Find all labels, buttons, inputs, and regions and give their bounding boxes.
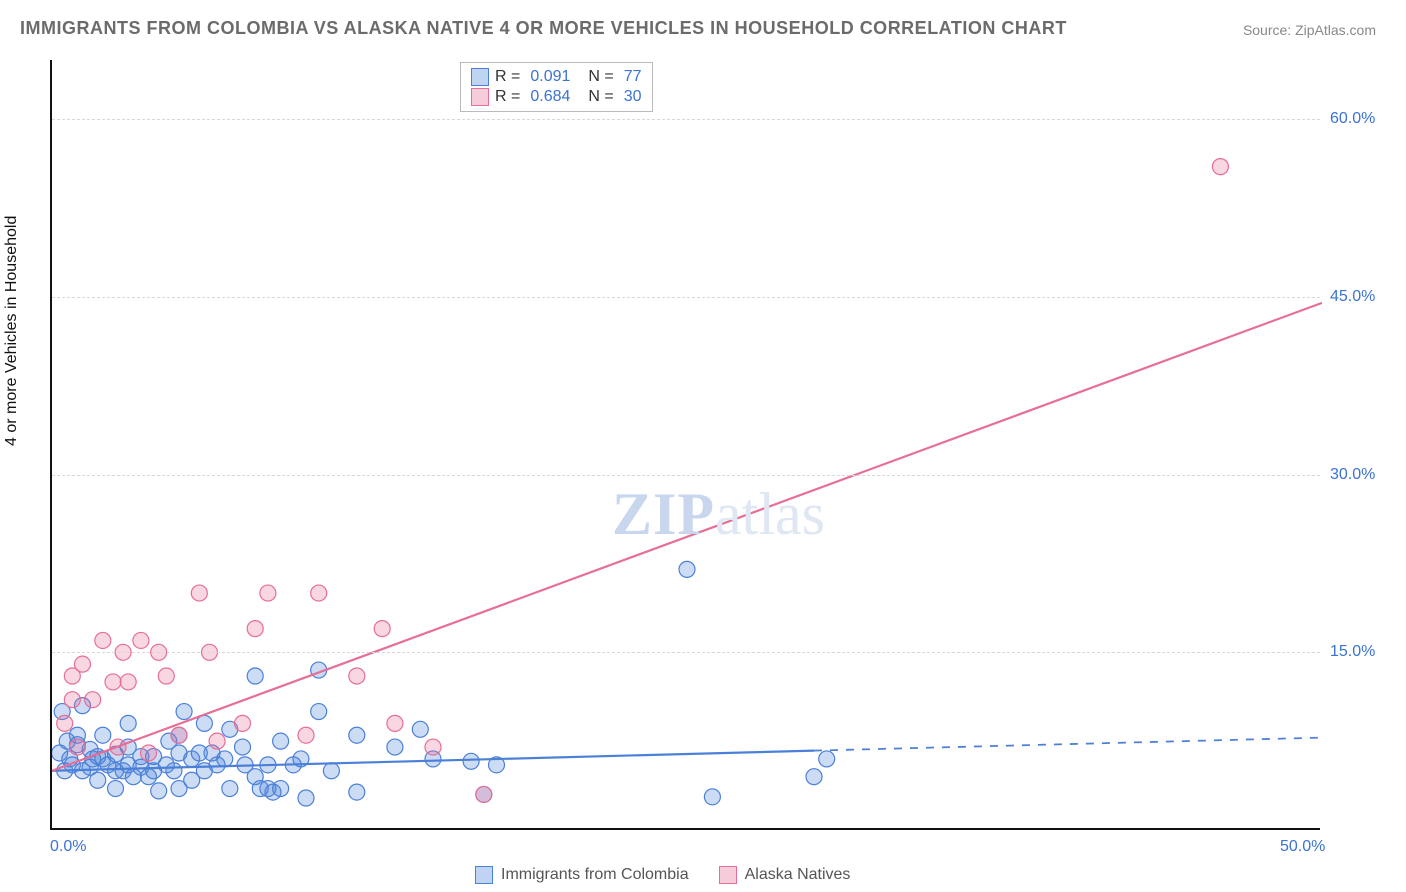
- data-point: [260, 585, 276, 601]
- y-axis-label: 4 or more Vehicles in Household: [3, 216, 21, 446]
- data-point: [323, 763, 339, 779]
- data-point: [704, 789, 720, 805]
- swatch-blue-icon: [475, 866, 493, 884]
- trend-line-extrapolated: [814, 738, 1322, 751]
- data-point: [64, 692, 80, 708]
- y-tick-label: 45.0%: [1330, 288, 1391, 306]
- swatch-blue-icon: [471, 68, 489, 86]
- data-point: [425, 739, 441, 755]
- data-point: [141, 745, 157, 761]
- data-point: [298, 727, 314, 743]
- data-point: [247, 668, 263, 684]
- data-point: [298, 790, 314, 806]
- data-point: [85, 692, 101, 708]
- legend-row-pink: R = 0.684 N = 30: [471, 87, 642, 107]
- data-point: [105, 674, 121, 690]
- data-point: [108, 781, 124, 797]
- data-point: [222, 781, 238, 797]
- trend-line: [52, 303, 1322, 771]
- data-point: [247, 621, 263, 637]
- data-point: [679, 561, 695, 577]
- legend-item-alaska: Alaska Natives: [719, 866, 851, 884]
- legend-item-colombia: Immigrants from Colombia: [475, 866, 689, 884]
- chart-title: IMMIGRANTS FROM COLOMBIA VS ALASKA NATIV…: [20, 18, 1067, 39]
- y-tick-label: 60.0%: [1330, 110, 1391, 128]
- data-point: [311, 704, 327, 720]
- data-point: [166, 763, 182, 779]
- data-point: [349, 784, 365, 800]
- data-point: [235, 715, 251, 731]
- swatch-pink-icon: [471, 88, 489, 106]
- data-point: [273, 781, 289, 797]
- data-point: [349, 727, 365, 743]
- data-point: [151, 783, 167, 799]
- y-tick-label: 30.0%: [1330, 466, 1391, 484]
- data-point: [120, 674, 136, 690]
- data-point: [476, 786, 492, 802]
- data-point: [176, 704, 192, 720]
- gridline: [52, 475, 1320, 476]
- data-point: [387, 739, 403, 755]
- data-point: [95, 632, 111, 648]
- data-point: [74, 656, 90, 672]
- data-point: [171, 727, 187, 743]
- legend-row-blue: R = 0.091 N = 77: [471, 67, 642, 87]
- legend-label: Alaska Natives: [745, 866, 851, 884]
- data-point: [1212, 159, 1228, 175]
- gridline: [52, 652, 1320, 653]
- gridline: [52, 119, 1320, 120]
- data-point: [819, 751, 835, 767]
- data-point: [806, 769, 822, 785]
- swatch-pink-icon: [719, 866, 737, 884]
- y-tick-label: 15.0%: [1330, 643, 1391, 661]
- legend-series: Immigrants from Colombia Alaska Natives: [475, 866, 850, 884]
- data-point: [311, 585, 327, 601]
- legend-correlation-box: R = 0.091 N = 77 R = 0.684 N = 30: [460, 62, 653, 112]
- data-point: [69, 739, 85, 755]
- data-point: [387, 715, 403, 731]
- data-point: [120, 715, 136, 731]
- data-point: [374, 621, 390, 637]
- data-point: [158, 668, 174, 684]
- data-point: [209, 733, 225, 749]
- data-point: [191, 585, 207, 601]
- data-point: [133, 632, 149, 648]
- source-label: Source: ZipAtlas.com: [1243, 22, 1376, 38]
- data-point: [463, 753, 479, 769]
- data-point: [273, 733, 289, 749]
- chart-plot-area: ZIPatlas: [50, 60, 1320, 830]
- data-point: [349, 668, 365, 684]
- data-point: [95, 727, 111, 743]
- data-point: [235, 739, 251, 755]
- gridline: [52, 297, 1320, 298]
- x-tick-label: 50.0%: [1280, 838, 1325, 884]
- scatter-svg: [52, 60, 1322, 830]
- data-point: [90, 772, 106, 788]
- data-point: [412, 721, 428, 737]
- legend-label: Immigrants from Colombia: [501, 866, 689, 884]
- x-tick-label: 0.0%: [50, 838, 86, 884]
- data-point: [57, 715, 73, 731]
- data-point: [217, 751, 233, 767]
